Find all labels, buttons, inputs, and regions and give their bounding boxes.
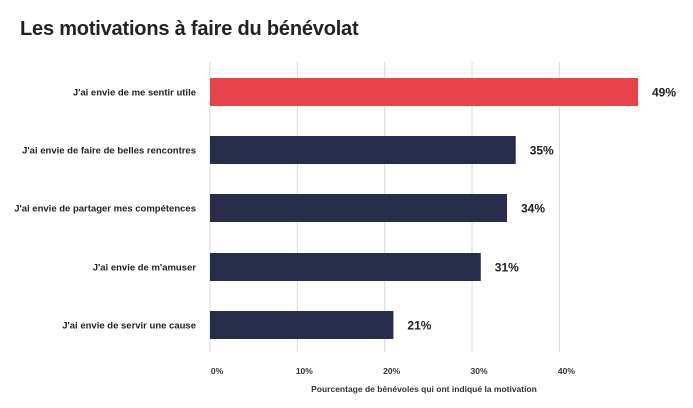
category-label: J'ai envie de me sentir utile (73, 88, 196, 99)
value-label: 49% (652, 86, 676, 100)
bar (210, 78, 638, 106)
x-axis-ticks: 0% 10% 20% 30% 40% (211, 366, 575, 376)
value-label: 35% (530, 144, 554, 158)
value-label: 31% (495, 261, 519, 275)
category-label: J'ai envie de faire de belles rencontres (22, 146, 196, 157)
category-labels: J'ai envie de me sentir utile J'ai envie … (14, 88, 196, 332)
bars (210, 78, 638, 339)
x-tick-label: 0% (211, 366, 224, 376)
category-label: J'ai envie de m'amuser (93, 263, 197, 274)
value-labels: 49% 35% 34% 31% 21% (407, 86, 676, 333)
bar (210, 194, 507, 222)
bar (210, 136, 516, 164)
bar (210, 311, 394, 339)
x-tick-label: 40% (558, 366, 575, 376)
value-label: 34% (521, 202, 545, 216)
category-label: J'ai envie de servir une cause (62, 321, 196, 332)
x-tick-label: 20% (383, 366, 400, 376)
x-tick-label: 30% (471, 366, 488, 376)
bar (210, 253, 481, 281)
chart-title: Les motivations à faire du bénévolat (20, 18, 359, 40)
category-label: J'ai envie de partager mes compétences (14, 204, 196, 215)
x-axis-title: Pourcentage de bénévoles qui ont indiqué… (311, 384, 537, 394)
value-label: 21% (407, 319, 431, 333)
x-tick-label: 10% (296, 366, 313, 376)
